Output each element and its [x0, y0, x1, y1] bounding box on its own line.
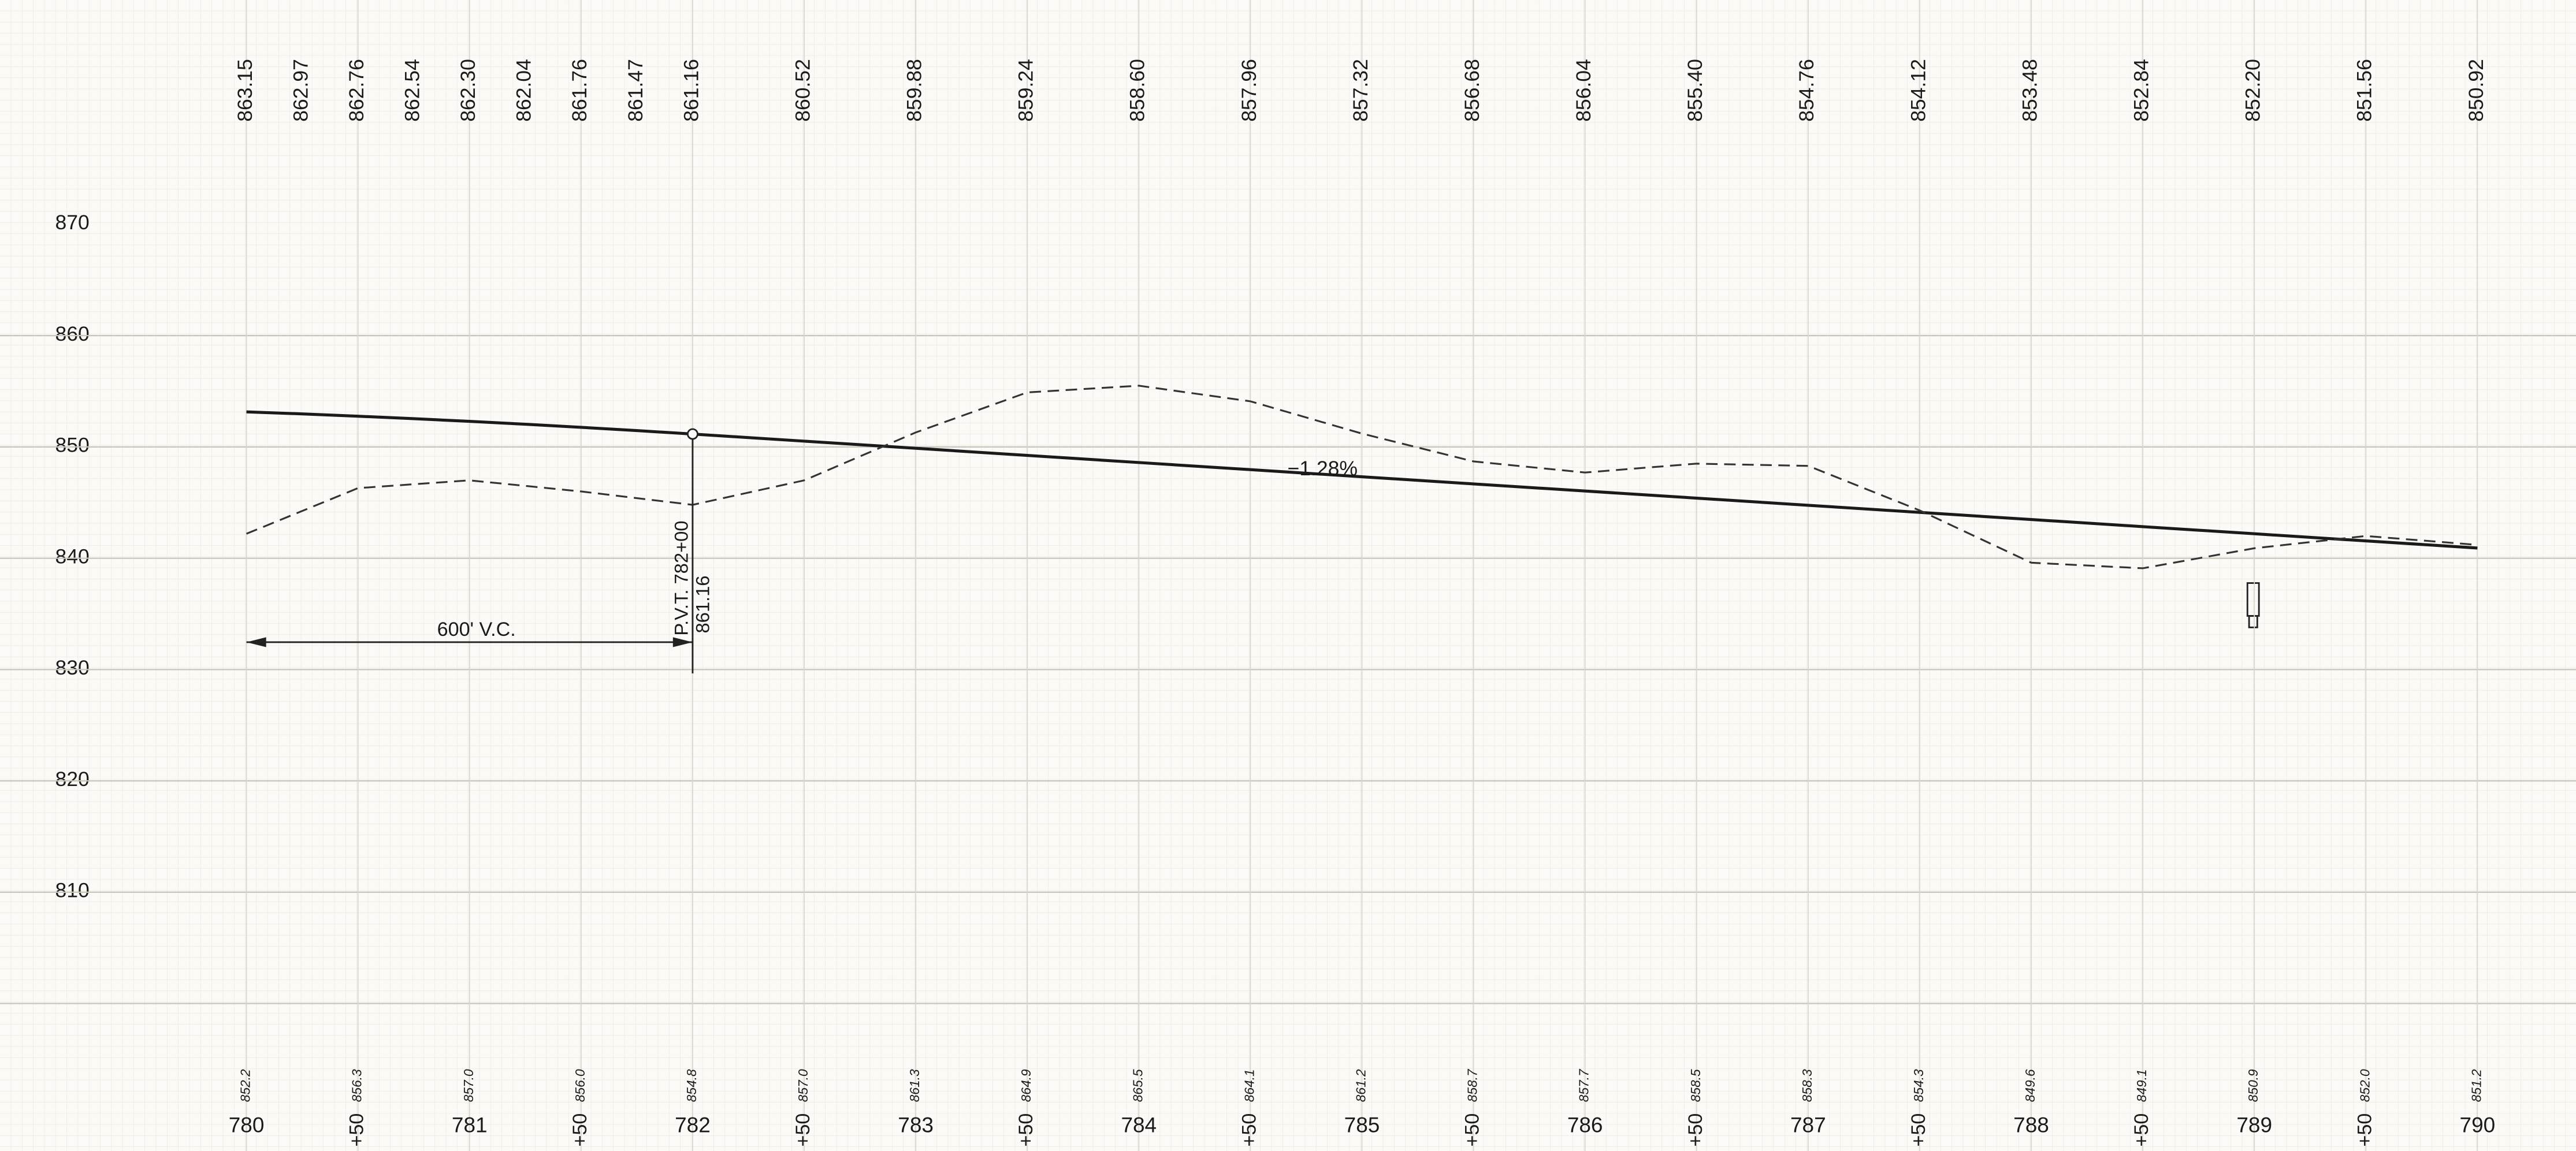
grade-elevation-label: 862.76: [345, 59, 368, 122]
grade-elevation-label: 857.96: [1237, 59, 1261, 122]
grade-line: [246, 410, 2478, 550]
ground-elevation-label: 851.2: [2469, 1069, 2484, 1102]
x-tick-label: +50: [569, 1113, 591, 1147]
pvt-point: [686, 428, 698, 440]
x-tick-label: +50: [2131, 1113, 2153, 1147]
ground-elevation-label: 856.0: [573, 1069, 588, 1102]
ground-elevation-label: 864.1: [1241, 1069, 1257, 1102]
ground-elevation-label: 856.3: [350, 1069, 365, 1102]
culvert-symbol: [2246, 582, 2260, 628]
grade-elevation-label: 862.97: [289, 59, 312, 122]
ground-elevation-label: 854.8: [684, 1069, 699, 1102]
ground-elevation-label: 861.3: [907, 1069, 922, 1102]
grade-elevation-label: 851.56: [2353, 59, 2376, 122]
grade-elevation-label: 861.76: [568, 59, 591, 122]
x-tick-label: 780: [229, 1113, 265, 1137]
x-tick-label: +50: [792, 1113, 814, 1147]
ground-elevation-label: 850.9: [2246, 1069, 2261, 1102]
ground-elevation-label: 849.1: [2134, 1069, 2149, 1102]
x-tick-label: 783: [898, 1113, 934, 1137]
ground-elevation-label: 858.5: [1688, 1069, 1703, 1102]
ground-elevation-label: 858.3: [1800, 1069, 1815, 1102]
grade-elevation-label: 854.12: [1906, 59, 1930, 122]
x-tick-label: 785: [1344, 1113, 1380, 1137]
ground-elevation-label: 864.9: [1018, 1069, 1034, 1102]
grade-elevation-label: 862.54: [401, 59, 424, 122]
grade-elevation-label: 853.48: [2018, 59, 2041, 122]
ground-elevation-label: 865.5: [1130, 1069, 1145, 1102]
grade-elevation-label: 861.47: [624, 59, 647, 122]
x-tick-label: +50: [2354, 1113, 2376, 1147]
grade-elevation-label: 856.04: [1572, 59, 1595, 122]
existing-ground-line: [246, 385, 2478, 569]
arrowhead: [672, 637, 693, 647]
ground-elevation-label: 861.2: [1353, 1069, 1368, 1102]
grade-elevation-label: 852.84: [2129, 59, 2153, 122]
grade-elevation-label: 863.15: [233, 59, 257, 122]
y-tick-label: 820: [55, 768, 89, 791]
y-tick-label: 870: [55, 211, 89, 234]
grade-elevation-label: 859.88: [902, 59, 925, 122]
y-tick-label: 850: [55, 434, 89, 457]
grade-annotation: −1.28%: [1287, 457, 1358, 480]
grade-elevation-label: 856.68: [1460, 59, 1484, 122]
ground-elevation-label: 857.7: [1577, 1068, 1592, 1102]
x-tick-label: 786: [1567, 1113, 1603, 1137]
x-tick-label: 784: [1121, 1113, 1157, 1137]
grade-elevation-label: 861.16: [679, 59, 702, 122]
x-tick-label: +50: [1015, 1113, 1037, 1147]
x-tick-label: 788: [2013, 1113, 2049, 1137]
ground-elevation-label: 857.0: [461, 1069, 476, 1102]
y-tick-label: 810: [55, 879, 89, 902]
ground-elevation-label: 852.0: [2357, 1069, 2372, 1102]
x-tick-label: +50: [1462, 1113, 1484, 1147]
ground-elevation-label: 849.6: [2023, 1069, 2038, 1102]
x-tick-label: +50: [1238, 1113, 1260, 1147]
x-tick-label: +50: [346, 1113, 368, 1147]
grade-elevation-label: 862.04: [512, 59, 536, 122]
arrowhead: [246, 637, 266, 647]
ground-elevation-label: 854.3: [1911, 1069, 1926, 1102]
pvt-elevation-annotation: 861.16: [692, 576, 713, 634]
ground-elevation-label: 858.7: [1465, 1068, 1480, 1102]
y-tick-label: 840: [55, 545, 89, 568]
grade-elevation-label: 858.60: [1126, 59, 1149, 122]
vc-annotation: 600' V.C.: [437, 619, 516, 640]
grade-elevation-label: 850.92: [2465, 59, 2488, 122]
x-tick-label: 781: [452, 1113, 488, 1137]
grade-elevation-label: 854.76: [1795, 59, 1818, 122]
grade-elevation-label: 855.40: [1683, 59, 1707, 122]
grade-elevation-label: 859.24: [1014, 59, 1038, 122]
grade-elevation-label: 857.32: [1349, 59, 1372, 122]
ground-elevation-label: 852.2: [238, 1069, 253, 1102]
x-tick-label: +50: [1685, 1113, 1707, 1147]
pvt-annotation: P.V.T. 782+00: [671, 521, 692, 636]
grade-elevation-label: 860.52: [791, 59, 814, 122]
y-tick-label: 860: [55, 322, 89, 345]
x-tick-label: 790: [2460, 1113, 2496, 1137]
x-tick-label: 782: [675, 1113, 711, 1137]
x-tick-label: 789: [2236, 1113, 2272, 1137]
x-tick-label: 787: [1790, 1113, 1826, 1137]
y-tick-label: 830: [55, 656, 89, 679]
x-tick-label: +50: [1908, 1113, 1930, 1147]
grade-elevation-label: 852.20: [2242, 59, 2265, 122]
grade-elevation-label: 862.30: [456, 59, 479, 122]
ground-elevation-label: 857.0: [796, 1069, 811, 1102]
